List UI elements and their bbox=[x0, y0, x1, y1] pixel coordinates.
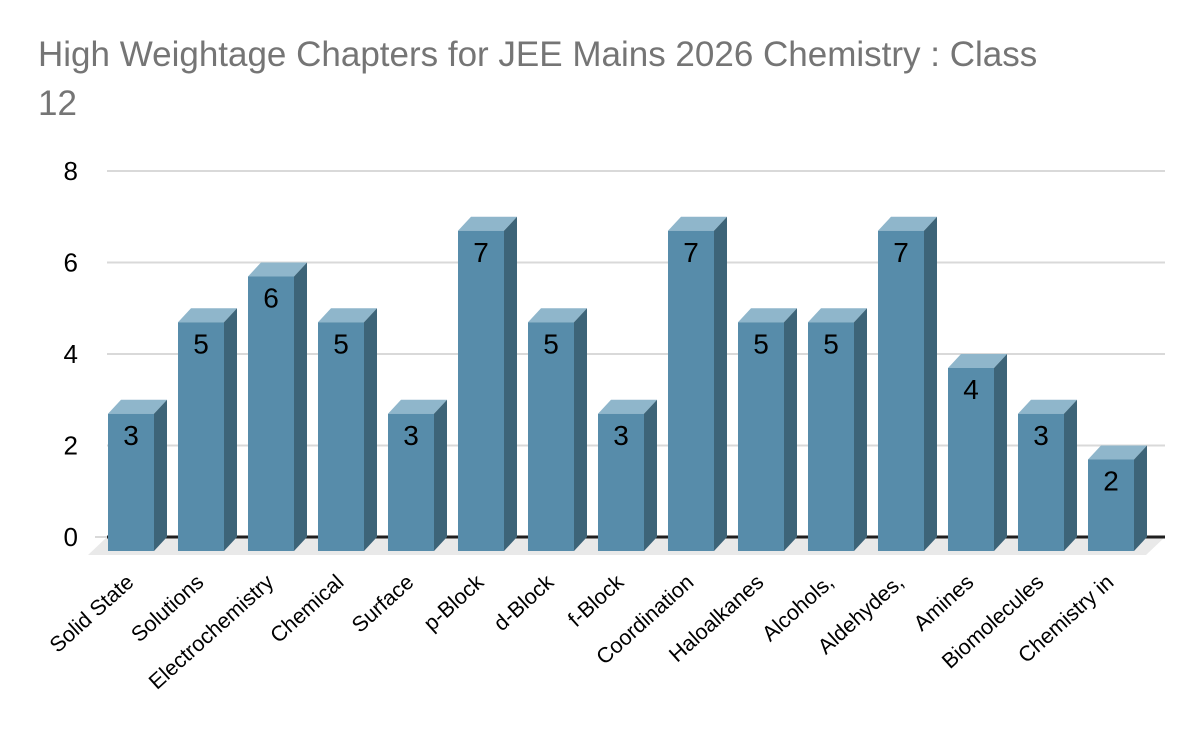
bar-value-label: 3 bbox=[403, 420, 419, 451]
bar-side-face bbox=[994, 354, 1007, 551]
bar-solid-state: 3 bbox=[108, 399, 167, 551]
bar-top-face bbox=[388, 399, 447, 414]
bar-side-face bbox=[504, 216, 517, 551]
bar-side-face bbox=[644, 399, 657, 551]
x-axis-category-label: Amines bbox=[909, 570, 978, 636]
bar-value-label: 7 bbox=[473, 237, 489, 268]
bar-top-face bbox=[948, 354, 1007, 368]
bar-value-label: 3 bbox=[123, 420, 139, 451]
bar-haloalkanes: 5 bbox=[738, 308, 797, 551]
bar-top-face bbox=[1088, 445, 1147, 460]
bar-top-face bbox=[738, 308, 797, 323]
bar-top-face bbox=[1018, 399, 1077, 414]
bar-front-face bbox=[458, 230, 504, 551]
bars: 3 5 6 5 3 7 5 3 7 5 5 7 4 3 2 bbox=[108, 216, 1147, 551]
bar-value-label: 2 bbox=[1103, 466, 1119, 497]
bar-side-face bbox=[924, 216, 937, 551]
bar-front-face bbox=[948, 368, 994, 551]
y-axis-tick-label: 6 bbox=[64, 248, 78, 278]
y-axis-labels: 0 2 4 6 8 bbox=[64, 156, 78, 552]
bar-value-label: 7 bbox=[683, 237, 699, 268]
bar-value-label: 6 bbox=[263, 283, 279, 314]
bar-value-label: 3 bbox=[1033, 420, 1049, 451]
bar-value-label: 7 bbox=[893, 237, 909, 268]
x-axis-labels: Solid StateSolutionsElectrochemistryChem… bbox=[45, 570, 1118, 694]
bar-front-face bbox=[318, 322, 364, 551]
bar-top-face bbox=[248, 262, 307, 277]
bar-chemistry-in: 2 bbox=[1088, 445, 1147, 551]
bar-side-face bbox=[714, 216, 727, 551]
bar-top-face bbox=[178, 308, 237, 323]
y-axis-tick-label: 0 bbox=[64, 522, 78, 552]
bar-front-face bbox=[248, 276, 294, 551]
x-axis-category-label: f-Block bbox=[563, 570, 628, 632]
bar-value-label: 5 bbox=[193, 328, 209, 359]
bar-front-face bbox=[528, 322, 574, 551]
bar-chemical: 5 bbox=[318, 308, 377, 551]
bar-front-face bbox=[738, 322, 784, 551]
bar-side-face bbox=[574, 308, 587, 551]
bar-value-label: 5 bbox=[753, 328, 769, 359]
bar-top-face bbox=[108, 399, 167, 414]
y-axis-tick-label: 2 bbox=[64, 431, 78, 461]
bar-front-face bbox=[668, 230, 714, 551]
y-axis-tick-label: 8 bbox=[64, 156, 78, 186]
bar-value-label: 5 bbox=[823, 328, 839, 359]
x-axis-category-label: Electrochemistry bbox=[144, 570, 278, 694]
bar-top-face bbox=[598, 399, 657, 414]
bar-front-face bbox=[108, 413, 154, 551]
bar-front-face bbox=[178, 322, 224, 551]
bar-value-label: 5 bbox=[543, 328, 559, 359]
bar-coordination: 7 bbox=[668, 216, 727, 551]
bar-value-label: 3 bbox=[613, 420, 629, 451]
x-axis-category-label: p-Block bbox=[419, 570, 489, 636]
bar-p-block: 7 bbox=[458, 216, 517, 551]
bar-value-label: 4 bbox=[963, 374, 979, 405]
x-axis-category-label: d-Block bbox=[489, 570, 559, 636]
bar-alcohols: 5 bbox=[808, 308, 867, 551]
bar-side-face bbox=[364, 308, 377, 551]
bar-side-face bbox=[434, 399, 447, 551]
x-axis-category-label: Surface bbox=[347, 570, 418, 637]
bar-top-face bbox=[318, 308, 377, 323]
bar-top-face bbox=[878, 216, 937, 231]
chart-title-line1: High Weightage Chapters for JEE Mains 20… bbox=[38, 35, 1038, 74]
bar-amines: 4 bbox=[948, 354, 1007, 551]
bar-front-face bbox=[1088, 459, 1134, 551]
x-axis-category-label: Solid State bbox=[45, 570, 138, 657]
bar-side-face bbox=[1064, 399, 1077, 551]
bar-front-face bbox=[598, 413, 644, 551]
bar-side-face bbox=[1134, 445, 1147, 551]
bar-side-face bbox=[294, 262, 307, 551]
chart-title: High Weightage Chapters for JEE Mains 20… bbox=[38, 30, 1188, 128]
bar-surface: 3 bbox=[388, 399, 447, 551]
bar-side-face bbox=[154, 399, 167, 551]
bar-aldehydes: 7 bbox=[878, 216, 937, 551]
bar-side-face bbox=[854, 308, 867, 551]
bar-f-block: 3 bbox=[598, 399, 657, 551]
chart-title-line2: 12 bbox=[38, 84, 77, 123]
bar-front-face bbox=[388, 413, 434, 551]
bar-top-face bbox=[458, 216, 517, 231]
x-axis-category-label: Chemical bbox=[266, 570, 349, 648]
bar-solutions: 5 bbox=[178, 308, 237, 551]
bar-front-face bbox=[1018, 413, 1064, 551]
bar-electrochemistry: 6 bbox=[248, 262, 307, 551]
y-axis-tick-label: 4 bbox=[64, 339, 78, 369]
bar-top-face bbox=[528, 308, 587, 323]
bar-value-label: 5 bbox=[333, 328, 349, 359]
bar-biomolecules: 3 bbox=[1018, 399, 1077, 551]
bar-front-face bbox=[808, 322, 854, 551]
bar-front-face bbox=[878, 230, 924, 551]
bar-top-face bbox=[668, 216, 727, 231]
bar-side-face bbox=[224, 308, 237, 551]
bar-side-face bbox=[784, 308, 797, 551]
bar-top-face bbox=[808, 308, 867, 323]
bar-d-block: 5 bbox=[528, 308, 587, 551]
